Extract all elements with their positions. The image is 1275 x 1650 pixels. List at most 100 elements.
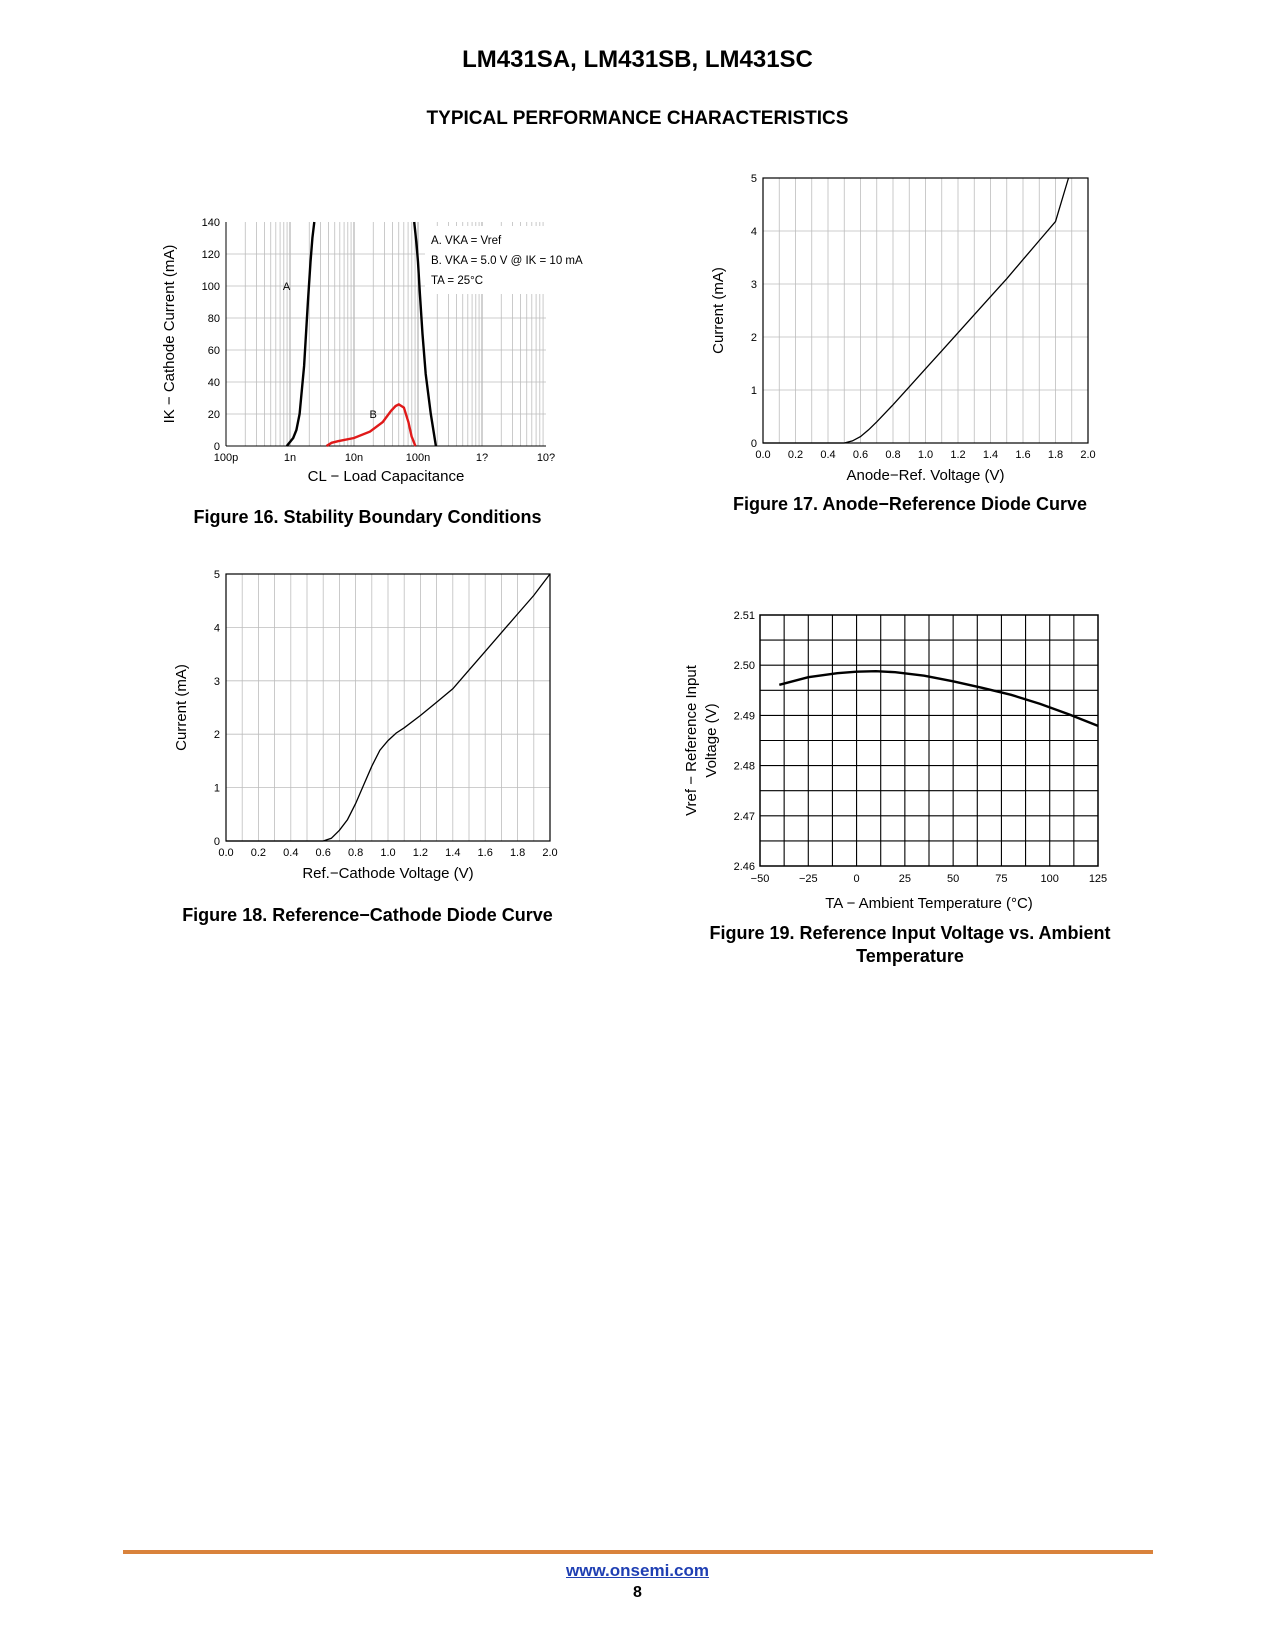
fig17-x-tick-label: 0.4	[820, 449, 835, 461]
fig16-y-tick-label: 40	[208, 377, 220, 389]
fig18-x-tick-label: 1.2	[413, 847, 428, 859]
figure-19-caption-line2: Temperature	[856, 946, 964, 966]
fig19-x-tick-label: 125	[1089, 873, 1107, 885]
fig16-y-tick-label: 0	[214, 441, 220, 453]
fig17-x-tick-label: 1.8	[1048, 449, 1063, 461]
fig16-curve-a-left	[285, 221, 316, 447]
fig19-x-axis-label: TA − Ambient Temperature (°C)	[825, 895, 1033, 912]
fig17-curve	[763, 177, 1070, 444]
fig17-x-tick-label: 1.4	[983, 449, 998, 461]
fig18-plot-frame	[225, 573, 551, 842]
fig17-y-tick-label: 0	[751, 438, 757, 450]
fig19-curve	[778, 669, 1099, 728]
fig18-y-tick-label: 2	[214, 729, 220, 741]
fig17-y-tick-label: 1	[751, 385, 757, 397]
figure-16-caption: Figure 16. Stability Boundary Conditions	[193, 507, 542, 527]
fig19-x-tick-label: 25	[899, 873, 911, 885]
fig18-x-tick-label: 0.4	[283, 847, 298, 859]
fig16-x-tick-label: 100p	[214, 452, 238, 464]
fig17-y-tick-label: 5	[751, 173, 757, 185]
fig18-x-tick-label: 0.0	[218, 847, 233, 859]
fig17-x-tick-label: 0.0	[755, 449, 770, 461]
fig16-y-tick-label: 120	[202, 249, 220, 261]
fig18-x-tick-label: 2.0	[542, 847, 557, 859]
fig18-y-tick-label: 3	[214, 676, 220, 688]
fig16-y-tick-label: 140	[202, 217, 220, 229]
fig17-x-tick-label: 0.6	[853, 449, 868, 461]
fig16-series-label-b: B	[370, 409, 377, 421]
fig17-plot-frame	[762, 177, 1089, 444]
fig16-legend-line: A. VKA = Vref	[431, 235, 502, 247]
fig17-y-tick-label: 4	[751, 226, 757, 238]
fig19-y-axis-label-line2: Voltage (V)	[703, 703, 720, 777]
fig17-x-tick-label: 1.2	[950, 449, 965, 461]
fig16-y-tick-label: 60	[208, 345, 220, 357]
fig18-y-tick-label: 0	[214, 836, 220, 848]
fig19-y-tick-label: 2.50	[734, 660, 755, 672]
fig16-x-tick-label: 100n	[406, 452, 430, 464]
fig18-x-tick-label: 0.6	[316, 847, 331, 859]
fig17-x-tick-label: 0.2	[788, 449, 803, 461]
fig17-x-tick-label: 1.0	[918, 449, 933, 461]
fig19-y-tick-label: 2.51	[734, 610, 755, 622]
fig18-x-tick-label: 1.6	[478, 847, 493, 859]
fig19-y-tick-label: 2.47	[734, 811, 755, 823]
footer-url-link[interactable]: www.onsemi.com	[566, 1561, 709, 1580]
figure-18-caption: Figure 18. Reference−Cathode Diode Curve	[182, 905, 553, 925]
fig16-x-tick-label: 10n	[345, 452, 363, 464]
footer-rule	[123, 1550, 1153, 1554]
fig16-legend-line: TA = 25°C	[431, 275, 483, 287]
fig16-x-tick-label: 1?	[476, 452, 488, 464]
fig16-series-label-a: A	[283, 281, 291, 293]
fig17-y-tick-label: 3	[751, 279, 757, 291]
fig16-y-axis-label: IK − Cathode Current (mA)	[161, 245, 178, 424]
fig17-x-tick-label: 1.6	[1015, 449, 1030, 461]
fig16-curve-b	[325, 403, 417, 448]
fig19-y-axis-label-line1: Vref − Reference Input	[683, 664, 700, 816]
fig19-x-tick-label: 0	[854, 873, 860, 885]
fig16-y-tick-label: 80	[208, 313, 220, 325]
fig19-x-tick-label: 100	[1041, 873, 1059, 885]
fig19-x-tick-label: 50	[947, 873, 959, 885]
fig16-x-tick-label: 1n	[284, 452, 296, 464]
fig17-x-tick-label: 0.8	[885, 449, 900, 461]
fig16-curve-a-right	[413, 221, 438, 447]
fig18-x-tick-label: 0.2	[251, 847, 266, 859]
page-number: 8	[633, 1584, 642, 1601]
fig17-y-axis-label: Current (mA)	[710, 267, 727, 354]
section-title: TYPICAL PERFORMANCE CHARACTERISTICS	[426, 108, 849, 129]
fig18-x-tick-label: 1.4	[445, 847, 460, 859]
fig19-x-tick-label: 75	[995, 873, 1007, 885]
fig19-plot-frame	[759, 614, 1099, 867]
fig18-curve	[226, 573, 551, 842]
fig19-x-tick-label: −25	[799, 873, 818, 885]
fig16-y-tick-label: 20	[208, 409, 220, 421]
fig16-legend-background	[425, 226, 547, 294]
fig18-x-tick-label: 0.8	[348, 847, 363, 859]
fig18-y-axis-label: Current (mA)	[173, 664, 190, 751]
fig17-x-axis-label: Anode−Ref. Voltage (V)	[846, 467, 1004, 484]
fig16-y-tick-label: 100	[202, 281, 220, 293]
fig18-x-axis-label: Ref.−Cathode Voltage (V)	[302, 865, 473, 882]
fig19-y-tick-label: 2.48	[734, 761, 755, 773]
fig18-x-tick-label: 1.8	[510, 847, 525, 859]
figure-19-caption: Figure 19. Reference Input Voltage vs. A…	[680, 922, 1140, 968]
fig17-x-tick-label: 2.0	[1080, 449, 1095, 461]
figure-19-caption-line1: Figure 19. Reference Input Voltage vs. A…	[709, 923, 1111, 943]
fig18-x-tick-label: 1.0	[380, 847, 395, 859]
figure-17-caption: Figure 17. Anode−Reference Diode Curve	[733, 494, 1087, 514]
fig19-x-tick-label: −50	[751, 873, 770, 885]
fig18-y-tick-label: 4	[214, 622, 220, 634]
fig19-y-tick-label: 2.49	[734, 710, 755, 722]
fig18-y-tick-label: 5	[214, 569, 220, 581]
fig16-legend-line: B. VKA = 5.0 V @ IK = 10 mA	[431, 255, 583, 267]
fig16-x-tick-label: 10?	[537, 452, 555, 464]
fig18-y-tick-label: 1	[214, 783, 220, 795]
fig19-y-tick-label: 2.46	[734, 861, 755, 873]
fig17-y-tick-label: 2	[751, 332, 757, 344]
document-title: LM431SA, LM431SB, LM431SC	[462, 46, 813, 73]
